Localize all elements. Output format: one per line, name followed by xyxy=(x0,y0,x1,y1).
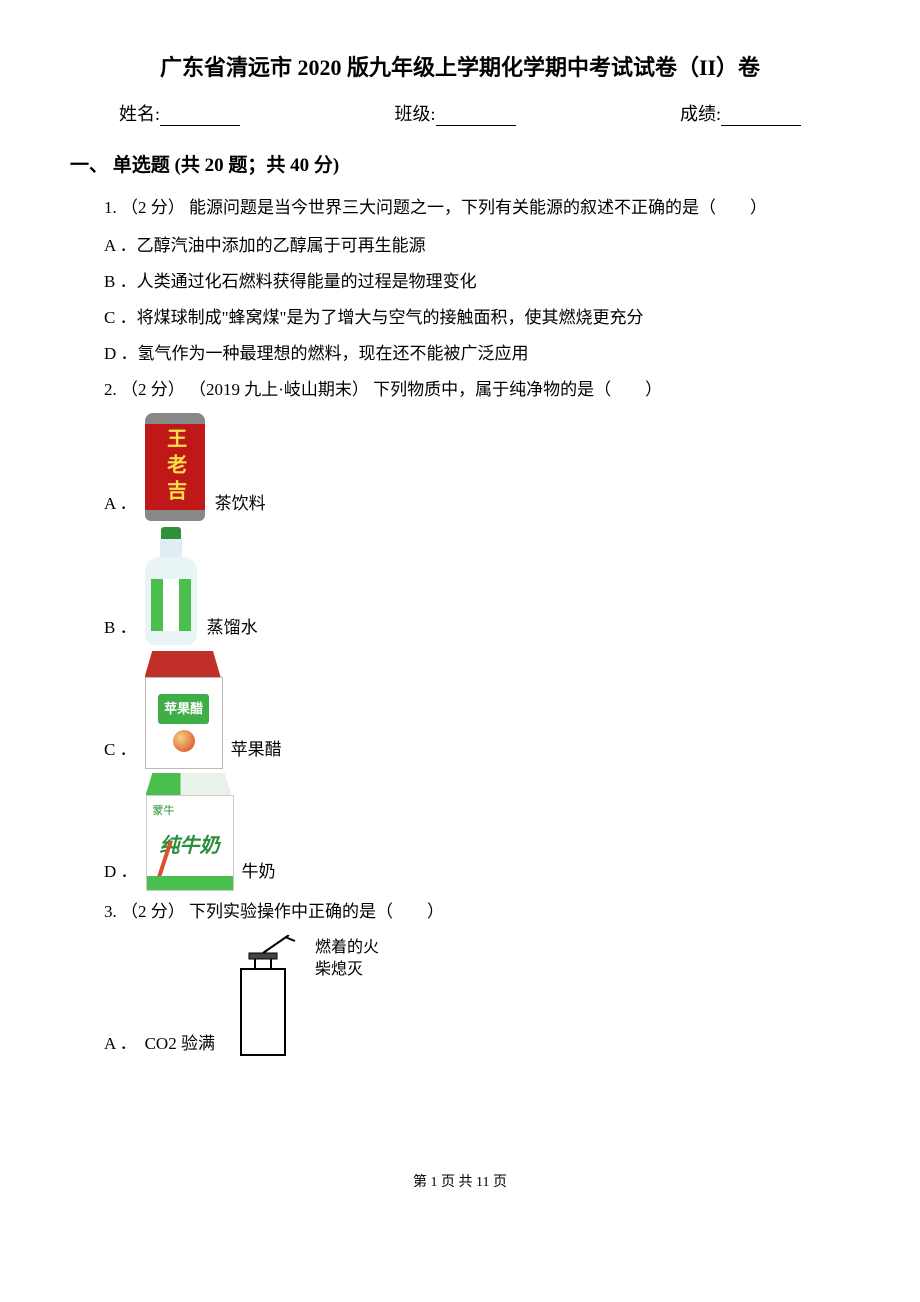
q1-opt-a: A ．乙醇汽油中添加的乙醇属于可再生能源 xyxy=(104,229,850,263)
q1-num: 1. xyxy=(104,198,117,217)
section-header: 一、 单选题 (共 20 题；共 40 分) xyxy=(70,150,850,177)
carton-band-text: 苹果醋 xyxy=(158,694,209,724)
tea-drink-can-image: 王老吉 xyxy=(145,413,205,521)
q1-stem: 1. （2 分） 能源问题是当今世界三大问题之一，下列有关能源的叙述不正确的是（… xyxy=(104,191,850,225)
info-row: 姓名: 班级: 成绩: xyxy=(70,100,850,126)
apple-icon xyxy=(173,730,195,752)
milk-accent xyxy=(147,876,233,890)
exam-title: 广东省清远市 2020 版九年级上学期化学期中考试试卷（II）卷 xyxy=(70,50,850,82)
co2-diagram: 燃着的火 柴熄灭 xyxy=(221,935,379,1061)
milkbox-top xyxy=(146,773,232,795)
q3-points: （2 分） xyxy=(121,902,185,921)
carton-top xyxy=(145,651,221,677)
q1-opt-b: B ．人类通过化石燃料获得能量的过程是物理变化 xyxy=(104,265,850,299)
bottle-neck xyxy=(160,539,182,557)
q1-points: （2 分） xyxy=(121,198,185,217)
q3-text: 下列实验操作中正确的是（ ） xyxy=(189,902,444,921)
q1-opt-c: C ．将煤球制成"蜂窝煤"是为了增大与空气的接触面积，使其燃烧更充分 xyxy=(104,301,850,335)
q1-opt-d: D ．氢气作为一种最理想的燃料，现在还不能被广泛应用 xyxy=(104,337,850,371)
bottle-cap xyxy=(161,527,181,539)
q3-a-letter: A ． xyxy=(104,1027,137,1061)
distilled-water-bottle-image xyxy=(145,527,197,645)
q2-opt-c: C ． 苹果醋 苹果醋 xyxy=(104,651,850,767)
q2-num: 2. xyxy=(104,380,117,399)
q2-points: （2 分） xyxy=(121,380,185,399)
q2-d-letter: D ． xyxy=(104,855,138,889)
q2-opt-b: B ． 蒸馏水 xyxy=(104,527,850,645)
q2-text: 下列物质中，属于纯净物的是（ ） xyxy=(373,380,662,399)
exam-page: 广东省清远市 2020 版九年级上学期化学期中考试试卷（II）卷 姓名: 班级:… xyxy=(0,0,920,1231)
co2-caption-line2: 柴熄灭 xyxy=(315,959,379,981)
page-footer: 第 1 页 共 11 页 xyxy=(70,1171,850,1191)
q2-stem: 2. （2 分） （2019 九上·岐山期末） 下列物质中，属于纯净物的是（ ） xyxy=(104,373,850,407)
section-number: 一、 xyxy=(70,155,108,176)
class-label: 班级: xyxy=(394,100,435,126)
q3-a-text: CO2 验满 xyxy=(145,1027,215,1061)
carton-body: 苹果醋 xyxy=(145,677,223,769)
milk-carton-image: 蒙牛 纯牛奶 xyxy=(146,773,232,889)
milkbox-body: 蒙牛 纯牛奶 xyxy=(146,795,234,891)
score-label: 成绩: xyxy=(680,100,721,126)
q2-d-label: 牛奶 xyxy=(242,855,276,889)
q3-num: 3. xyxy=(104,902,117,921)
class-blank[interactable] xyxy=(436,107,516,126)
question-3: 3. （2 分） 下列实验操作中正确的是（ ） A ． CO2 验满 燃着的火 … xyxy=(104,895,850,1061)
q3-stem: 3. （2 分） 下列实验操作中正确的是（ ） xyxy=(104,895,850,929)
q2-c-label: 苹果醋 xyxy=(231,733,282,767)
question-1: 1. （2 分） 能源问题是当今世界三大问题之一，下列有关能源的叙述不正确的是（… xyxy=(104,191,850,371)
q2-opt-d: D ． 蒙牛 纯牛奶 牛奶 xyxy=(104,773,850,889)
q2-source: （2019 九上·岐山期末） xyxy=(189,380,369,399)
question-2: 2. （2 分） （2019 九上·岐山期末） 下列物质中，属于纯净物的是（ ）… xyxy=(104,373,850,889)
bottle-body xyxy=(145,557,197,645)
q2-b-label: 蒸馏水 xyxy=(207,611,258,645)
q1-text: 能源问题是当今世界三大问题之一，下列有关能源的叙述不正确的是（ ） xyxy=(189,198,767,217)
name-label: 姓名: xyxy=(119,100,160,126)
apple-vinegar-carton-image: 苹果醋 xyxy=(145,651,221,767)
co2-caption: 燃着的火 柴熄灭 xyxy=(315,937,379,982)
bottle-label xyxy=(151,579,191,631)
gas-bottle-svg xyxy=(221,935,311,1061)
name-blank[interactable] xyxy=(160,107,240,126)
q2-a-label: 茶饮料 xyxy=(215,487,266,521)
score-blank[interactable] xyxy=(721,107,801,126)
can-brand-text: 王老吉 xyxy=(155,428,195,506)
q2-b-letter: B ． xyxy=(104,611,137,645)
section-title: 单选题 (共 20 题；共 40 分) xyxy=(113,155,339,176)
q2-a-letter: A ． xyxy=(104,487,137,521)
q3-opt-a: A ． CO2 验满 燃着的火 柴熄灭 xyxy=(104,935,850,1061)
q2-opt-a: A ． 王老吉 茶饮料 xyxy=(104,413,850,521)
q2-c-letter: C ． xyxy=(104,733,137,767)
co2-caption-line1: 燃着的火 xyxy=(315,937,379,959)
milk-brand: 蒙牛 xyxy=(153,800,175,822)
